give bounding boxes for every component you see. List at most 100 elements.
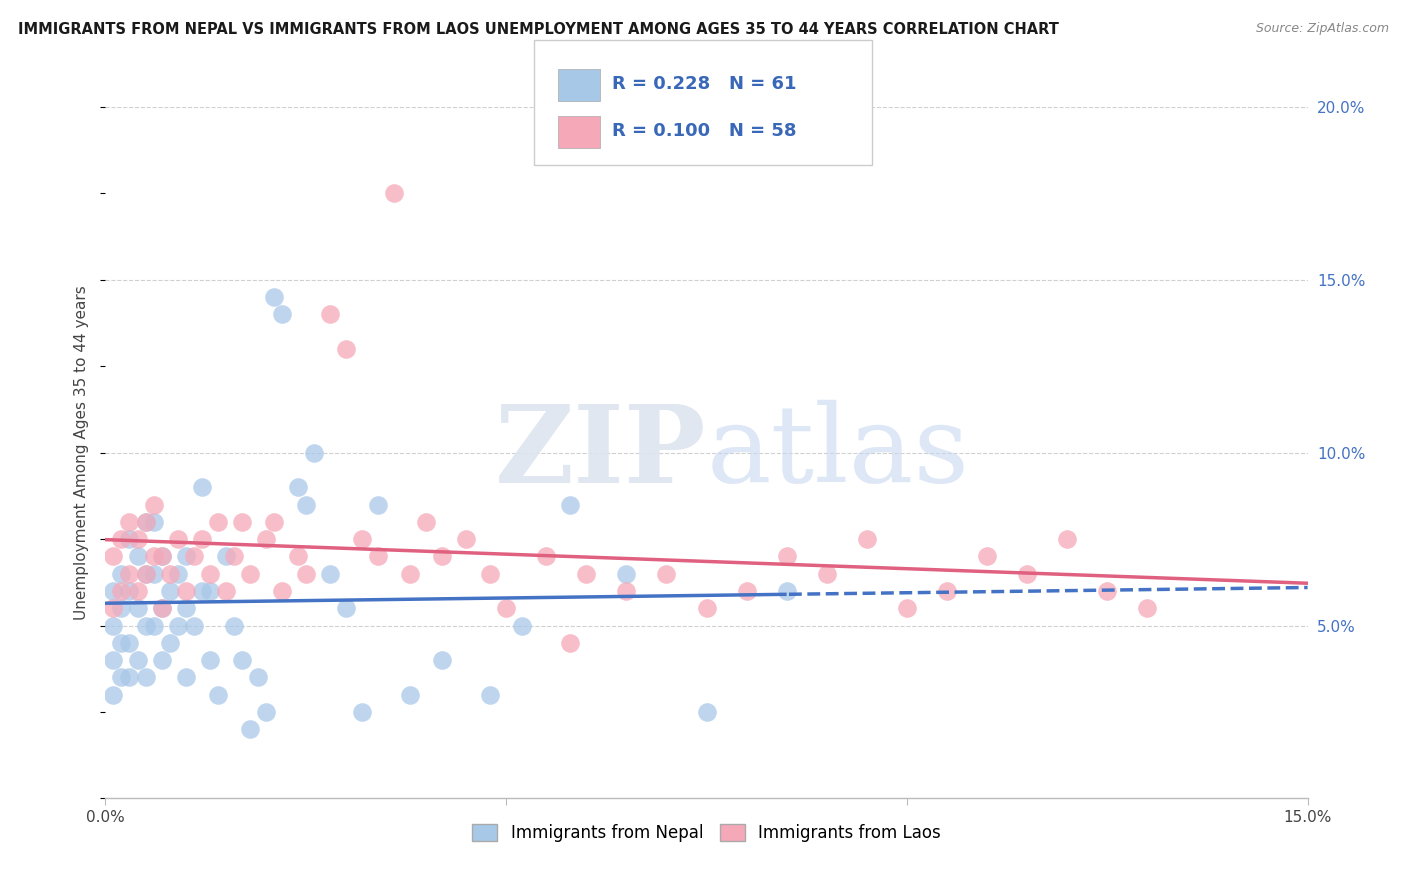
Point [198, 583, 221, 598]
Point [150, 601, 173, 615]
Point [166, 532, 188, 546]
Point [127, 532, 149, 546]
Point [127, 653, 149, 667]
Point [302, 445, 325, 460]
Point [142, 515, 165, 529]
Point [560, 636, 582, 650]
Point [135, 515, 157, 529]
Point [350, 532, 373, 546]
Point [214, 549, 236, 564]
Point [1056, 532, 1078, 546]
Point [110, 601, 132, 615]
Point [616, 583, 638, 598]
Point [896, 601, 918, 615]
Point [110, 670, 132, 684]
Point [159, 636, 181, 650]
Point [1017, 566, 1039, 581]
Point [246, 670, 269, 684]
Point [936, 583, 959, 598]
Point [118, 583, 141, 598]
Point [222, 549, 245, 564]
Point [319, 307, 342, 321]
Point [263, 290, 285, 304]
Point [174, 670, 197, 684]
Point [174, 601, 197, 615]
Point [1097, 583, 1119, 598]
Point [135, 618, 157, 632]
Point [399, 566, 422, 581]
Text: atlas: atlas [707, 401, 970, 505]
Point [110, 532, 132, 546]
Point [855, 532, 877, 546]
Text: R = 0.228   N = 61: R = 0.228 N = 61 [612, 75, 796, 94]
Point [183, 549, 205, 564]
Point [495, 601, 517, 615]
Point [536, 549, 558, 564]
Point [142, 549, 165, 564]
Point [103, 601, 125, 615]
Point [510, 618, 533, 632]
Point [696, 601, 718, 615]
Point [655, 566, 678, 581]
Point [142, 498, 165, 512]
Point [135, 670, 157, 684]
Point [159, 583, 181, 598]
Point [103, 688, 125, 702]
Point [335, 342, 357, 356]
Point [430, 653, 453, 667]
Point [696, 705, 718, 719]
Point [118, 515, 141, 529]
Point [776, 549, 799, 564]
Point [222, 618, 245, 632]
Point [166, 566, 188, 581]
Point [214, 583, 236, 598]
Point [118, 636, 141, 650]
Point [270, 307, 292, 321]
Point [735, 583, 758, 598]
Point [110, 566, 132, 581]
Point [295, 498, 318, 512]
Text: R = 0.100   N = 58: R = 0.100 N = 58 [612, 121, 796, 140]
Point [150, 653, 173, 667]
Point [616, 566, 638, 581]
Point [190, 583, 212, 598]
Point [231, 515, 253, 529]
Point [350, 705, 373, 719]
Point [382, 186, 405, 201]
Point [103, 549, 125, 564]
Point [127, 549, 149, 564]
Point [415, 515, 437, 529]
Point [479, 688, 502, 702]
Point [118, 670, 141, 684]
Point [263, 515, 285, 529]
Point [159, 566, 181, 581]
Point [254, 532, 277, 546]
Point [118, 566, 141, 581]
Point [207, 515, 229, 529]
Point [127, 601, 149, 615]
Point [150, 549, 173, 564]
Point [335, 601, 357, 615]
Point [166, 618, 188, 632]
Point [399, 688, 422, 702]
Point [479, 566, 502, 581]
Point [287, 549, 309, 564]
Point [110, 636, 132, 650]
Point [815, 566, 838, 581]
Point [254, 705, 277, 719]
Point [198, 653, 221, 667]
Point [319, 566, 342, 581]
Point [127, 583, 149, 598]
Legend: Immigrants from Nepal, Immigrants from Laos: Immigrants from Nepal, Immigrants from L… [465, 817, 948, 849]
Point [150, 549, 173, 564]
Point [150, 601, 173, 615]
Point [135, 566, 157, 581]
Point [183, 618, 205, 632]
Point [367, 549, 389, 564]
Point [560, 498, 582, 512]
Text: ZIP: ZIP [495, 400, 707, 506]
Point [190, 532, 212, 546]
Y-axis label: Unemployment Among Ages 35 to 44 years: Unemployment Among Ages 35 to 44 years [75, 285, 90, 620]
Point [174, 583, 197, 598]
Point [575, 566, 598, 581]
